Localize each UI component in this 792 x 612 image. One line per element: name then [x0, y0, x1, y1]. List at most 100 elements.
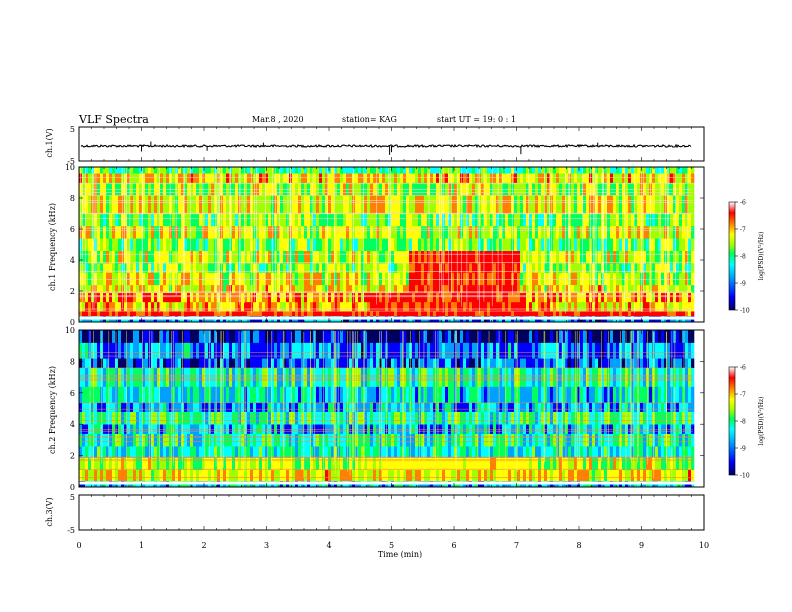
ch1-spectrogram-cell — [295, 272, 299, 286]
ch1-spectrogram-cell — [346, 301, 350, 312]
ch2-spectrogram-cell — [307, 446, 311, 458]
ch2-spectrogram-cell — [544, 433, 548, 447]
ch1-spectrogram-cell — [232, 250, 236, 264]
ch1-spectrogram-cell — [607, 194, 611, 214]
ch2-spectrogram-cell — [289, 457, 293, 471]
ch2-spectrogram-cell — [394, 433, 398, 447]
ch1-spectrogram-cell — [361, 173, 365, 183]
ch2-spectrogram-cell — [640, 433, 644, 447]
ch1-spectrogram-cell — [571, 272, 575, 286]
ch2-spectrogram-cell — [436, 402, 440, 412]
ch1-spectrogram-cell — [466, 194, 470, 214]
ch2-spectrogram-cell — [514, 457, 518, 471]
ch2-spectrogram-cell — [574, 457, 578, 471]
ch1-spectrogram-cell — [391, 225, 395, 239]
ch1-spectrogram-cell — [463, 272, 467, 286]
ch2-spectrogram-cell — [313, 457, 317, 471]
ch2-spectrogram-cell — [505, 469, 509, 482]
ch1-spectrogram-cell — [616, 182, 620, 196]
ch1-spectrogram-cell — [256, 238, 260, 251]
ch2-spectrogram-cell — [271, 411, 275, 425]
ch1-spectrogram-cell — [661, 213, 665, 227]
ch2-spectrogram-cell — [466, 457, 470, 471]
ch1-spectrogram-cell — [112, 272, 116, 286]
ch1-spectrogram-cell — [361, 311, 365, 317]
ch2-spectrogram-cell — [274, 457, 278, 471]
ch1-spectrogram-cell — [286, 250, 290, 264]
ch1-spectrogram-cell — [133, 272, 137, 286]
ch1-spectrogram-cell — [166, 292, 170, 303]
ch1-spectrogram-cell — [493, 213, 497, 227]
ch2-spectrogram-cell — [304, 411, 308, 425]
ch2-spectrogram-cell — [658, 433, 662, 447]
ch1-spectrogram-cell — [625, 225, 629, 239]
ch2-spectrogram-cell — [538, 457, 542, 471]
ch2-spectrogram-cell — [544, 424, 548, 434]
ch1-spectrogram-cell — [139, 167, 143, 174]
ch2-spectrogram-cell — [310, 411, 314, 425]
ch2-spectrogram-cell — [205, 424, 209, 434]
ch1-spectrogram-cell — [124, 225, 128, 239]
ch1-spectrogram-cell — [217, 263, 221, 273]
ch2-spectrogram-cell — [340, 469, 344, 482]
ch2-spectrogram-cell — [298, 457, 302, 471]
ch1-spectrogram-cell — [421, 250, 425, 264]
ch1-spectrogram-cell — [175, 238, 179, 251]
ch1-spectrogram-cell — [157, 194, 161, 214]
ch1-spectrogram-cell — [178, 213, 182, 227]
ch1-spectrogram-cell — [199, 238, 203, 251]
ch1-spectrogram-cell — [637, 213, 641, 227]
ch1-spectrogram-cell — [505, 182, 509, 196]
ch1-spectrogram-cell — [211, 238, 215, 251]
ch1-spectrogram-cell — [409, 173, 413, 183]
ch2-spectrogram-cell — [262, 402, 266, 412]
ch1-spectrogram-cell — [106, 225, 110, 239]
ch2-spectrogram-cell — [571, 411, 575, 425]
ch1-spectrogram-cell — [136, 173, 140, 183]
ch1-spectrogram-cell — [499, 301, 503, 312]
ch1-spectrogram-cell — [559, 284, 563, 293]
ch2-spectrogram-cell — [577, 433, 581, 447]
ch2-spectrogram-cell — [391, 469, 395, 482]
ch2-spectrogram-cell — [676, 433, 680, 447]
ch1-spectrogram-cell — [244, 182, 248, 196]
ch1-spectrogram-cell — [361, 250, 365, 264]
ch1-spectrogram-cell — [331, 173, 335, 183]
ch1-spectrogram-cell — [235, 213, 239, 227]
ch1-spectrogram-cell — [616, 238, 620, 251]
ch1-spectrogram-cell — [193, 311, 197, 317]
ch2-spectrogram-cell — [622, 457, 626, 471]
ch1-spectrogram-cell — [319, 250, 323, 264]
ch1-spectrogram-cell — [313, 250, 317, 264]
ch1-spectrogram-cell — [427, 284, 431, 293]
ch1-spectrogram-cell — [412, 238, 416, 251]
ch2-spectrogram-cell — [97, 469, 101, 482]
ch1-spectrogram-cell — [520, 213, 524, 227]
ch1-spectrogram-cell — [685, 301, 689, 312]
ch1-spectrogram-cell — [535, 311, 539, 317]
ch2-spectrogram-cell — [151, 424, 155, 434]
ch1-spectrogram-cell — [520, 238, 524, 251]
ch1-spectrogram-cell — [388, 238, 392, 251]
ch1-spectrogram-cell — [298, 250, 302, 264]
ch2-spectrogram-cell — [247, 433, 251, 447]
ch1-spectrogram-cell — [259, 213, 263, 227]
ch1-spectrogram-cell — [382, 311, 386, 317]
ch1-spectrogram-cell — [277, 213, 281, 227]
ch2-spectrogram-cell — [361, 424, 365, 434]
ch1-spectrogram-cell — [364, 292, 368, 303]
ch2-spectrogram-cell — [79, 424, 83, 434]
ch1-spectrogram-cell — [550, 263, 554, 273]
ch1-spectrogram-cell — [610, 238, 614, 251]
ch1-spectrogram-cell — [292, 182, 296, 196]
ch2-spectrogram-cell — [79, 446, 83, 458]
ch1-spectrogram-cell — [154, 272, 158, 286]
ch2-spectrogram-cell — [85, 469, 89, 482]
ch1-spectrogram-cell — [94, 213, 98, 227]
ch1-spectrogram-cell — [475, 301, 479, 312]
ch1-spectrogram-cell — [670, 194, 674, 214]
ch2-spectrogram-cell — [625, 424, 629, 434]
ch1-spectrogram-cell — [118, 301, 122, 312]
ch1-spectrogram-cell — [679, 167, 683, 174]
ch1-spectrogram-cell — [613, 167, 617, 174]
